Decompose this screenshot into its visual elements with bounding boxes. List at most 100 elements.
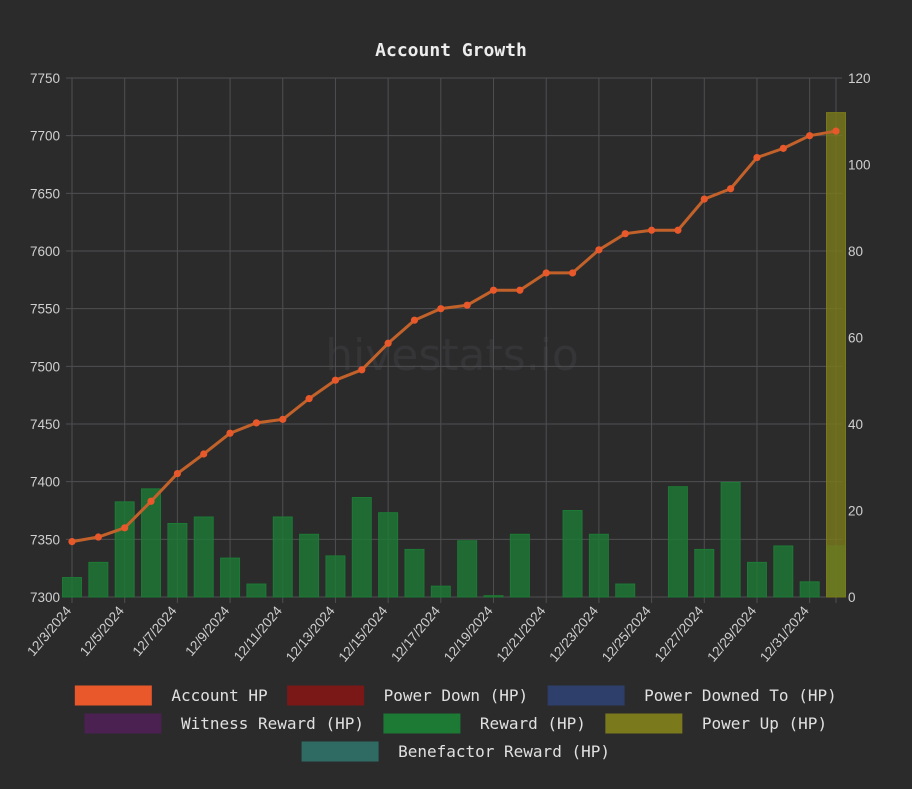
y-left-tick-label: 7300	[30, 590, 60, 605]
account-hp-point	[568, 269, 577, 277]
account-hp-point	[94, 533, 102, 541]
y-right-tick-label: 0	[848, 590, 856, 605]
account-hp-point	[147, 497, 155, 505]
y-right-tick-label: 100	[848, 158, 871, 173]
legend-label-power-downed-to-hp[interactable]: Power Downed To (HP)	[644, 686, 837, 705]
account-hp-point	[595, 246, 603, 254]
x-tick-label: 12/23/2024	[546, 603, 601, 665]
x-tick-label: 12/11/2024	[231, 603, 286, 664]
account-hp-line	[71, 129, 837, 544]
bar-reward-hp	[167, 522, 188, 598]
account-hp-point	[832, 127, 840, 135]
bar-reward-hp	[720, 481, 741, 598]
account-hp-point	[779, 144, 787, 152]
bar-reward-hp	[588, 533, 609, 598]
bar-power-up-hp	[826, 112, 846, 598]
account-hp-point	[489, 286, 498, 294]
account-hp-point	[68, 538, 76, 546]
account-hp-point	[358, 366, 366, 374]
legend-swatch-power-up-hp[interactable]	[605, 713, 683, 734]
account-hp-point	[621, 230, 629, 238]
account-hp-point	[463, 301, 471, 309]
bar-reward-hp	[694, 548, 715, 598]
bar-reward-hp	[193, 516, 214, 598]
y-left-tick-label: 7350	[30, 532, 60, 547]
x-tick-label: 12/13/2024	[283, 603, 338, 665]
x-tick-label: 12/31/2024	[757, 603, 812, 665]
account-hp-point	[384, 339, 392, 347]
legend-label-benefactor-reward-hp[interactable]: Benefactor Reward (HP)	[398, 742, 610, 761]
legend-swatch-account-hp[interactable]	[74, 685, 152, 706]
account-hp-point	[674, 226, 682, 234]
x-tick-label: 12/3/2024	[24, 603, 74, 659]
legend-swatch-power-down-hp[interactable]	[287, 685, 365, 706]
account-hp-point	[437, 305, 445, 313]
legend-label-power-down-hp[interactable]: Power Down (HP)	[384, 686, 529, 705]
x-axis: 12/3/2024 12/5/2024 12/7/2024 12/9/202412/1…	[24, 603, 812, 665]
account-hp-point	[700, 195, 708, 203]
bar-reward-hp	[457, 540, 478, 598]
account-hp-point	[279, 415, 287, 423]
account-hp-point	[173, 469, 181, 478]
chart-title: Account Growth	[375, 40, 527, 61]
bars-group	[62, 112, 846, 598]
y-right-tick-label: 80	[848, 244, 863, 259]
legend-swatch-benefactor-reward-hp[interactable]	[301, 741, 379, 762]
account-hp-point	[226, 429, 234, 437]
x-tick-label: 12/5/2024	[77, 603, 127, 659]
bar-reward-hp	[562, 510, 583, 598]
bar-reward-hp	[509, 533, 530, 598]
account-hp-point	[727, 185, 735, 193]
y-right-tick-label: 120	[848, 71, 871, 86]
legend-swatch-power-downed-to-hp[interactable]	[547, 685, 625, 706]
account-hp-point	[806, 132, 814, 140]
account-hp-point	[516, 286, 524, 294]
legend-swatch-reward-hp[interactable]	[383, 713, 461, 734]
account-hp-point	[331, 376, 340, 384]
account-hp-point	[753, 153, 761, 162]
x-tick-label: 12/7/2024	[130, 603, 180, 659]
bar-reward-hp	[667, 486, 688, 598]
bar-reward-hp	[220, 557, 241, 598]
bar-reward-hp	[114, 501, 135, 598]
y-right-tick-label: 60	[848, 331, 863, 346]
account-hp-point	[410, 316, 419, 324]
bar-reward-hp	[430, 585, 451, 598]
y-left-tick-label: 7450	[30, 417, 60, 432]
y-right-tick-label: 40	[848, 417, 863, 432]
legend-label-witness-reward-hp[interactable]: Witness Reward (HP)	[181, 714, 364, 733]
bar-reward-hp	[246, 583, 267, 598]
bar-reward-hp	[62, 577, 82, 598]
x-tick-label: 12/27/2024	[652, 603, 707, 665]
bar-reward-hp	[773, 545, 794, 598]
account-hp-point	[200, 450, 208, 458]
bar-reward-hp	[615, 583, 636, 598]
bar-reward-hp	[351, 497, 372, 598]
x-tick-label: 12/21/2024	[494, 603, 549, 665]
bar-reward-hp	[404, 548, 425, 598]
bar-reward-hp	[299, 533, 320, 598]
bar-reward-hp	[746, 561, 767, 598]
y-right-tick-label: 20	[848, 504, 863, 519]
bar-reward-hp	[88, 561, 109, 598]
y-axis-right: 0 20 40 60 80 100 120	[848, 71, 871, 605]
x-tick-label: 12/19/2024	[441, 603, 496, 665]
account-hp-point	[252, 419, 261, 427]
y-left-tick-label: 7400	[30, 475, 60, 490]
account-hp-point	[647, 226, 656, 234]
legend-label-account-hp[interactable]: Account HP	[171, 686, 267, 705]
y-left-tick-label: 7750	[30, 71, 60, 86]
bar-reward-hp	[272, 516, 293, 598]
bar-reward-hp	[378, 512, 399, 598]
account-hp-point	[121, 524, 129, 532]
watermark-text: hivestats.io	[325, 330, 579, 381]
bar-reward-hp	[325, 555, 346, 598]
bar-reward-hp	[483, 595, 504, 598]
y-left-tick-label: 7500	[30, 359, 60, 374]
x-tick-label: 12/29/2024	[704, 603, 759, 665]
legend-label-power-up-hp[interactable]: Power Up (HP)	[702, 714, 827, 733]
legend-swatch-witness-reward-hp[interactable]	[84, 713, 162, 734]
x-tick-label: 12/25/2024	[599, 603, 654, 665]
legend-label-reward-hp[interactable]: Reward (HP)	[480, 714, 586, 733]
grid-lines	[66, 77, 842, 603]
